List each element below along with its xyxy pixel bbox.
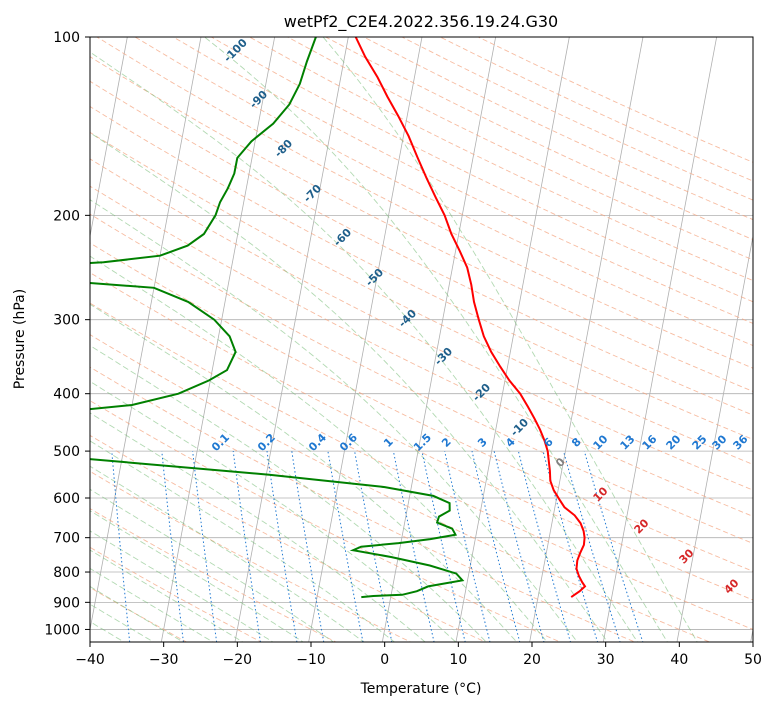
moist-adiabat-line — [90, 488, 335, 642]
y-tick-label: 400 — [53, 387, 80, 403]
moist-adiabat-lines — [90, 37, 698, 642]
y-tick-label: 100 — [53, 30, 80, 46]
isotherm-line — [602, 37, 718, 642]
dry-adiabat-line — [90, 185, 753, 517]
isotherm-line — [676, 234, 753, 642]
isotherm-line — [90, 37, 128, 239]
x-tick-label: −10 — [296, 652, 326, 668]
dry-adiabat-line — [90, 272, 753, 601]
isotherm-line — [381, 37, 497, 642]
temperature-profile-line — [354, 37, 587, 598]
isobar-gridlines — [90, 37, 753, 630]
dry-adiabat-line — [90, 158, 753, 491]
x-tick-label: 50 — [744, 652, 762, 668]
isotherm-lines — [90, 37, 753, 642]
mixing-ratio-line — [392, 451, 435, 642]
isotherm-line — [234, 37, 349, 642]
moist-adiabat-line — [90, 549, 244, 642]
dry-adiabat-line — [90, 131, 753, 465]
sounding-profiles — [90, 37, 587, 599]
mixing-ratio-line — [471, 450, 521, 642]
isotherm-line — [529, 37, 644, 642]
plot-frame — [89, 36, 754, 643]
x-axis-ticks: −40 −30 −20 −10 0 10 20 30 40 50 — [75, 642, 762, 668]
chart-title: wetPf2_C2E4.2022.356.19.24.G30 — [284, 12, 558, 32]
x-tick-label: −40 — [75, 652, 105, 668]
mixing-ratio-line — [161, 451, 184, 642]
dry-adiabat-line — [90, 434, 487, 642]
y-tick-label: 1000 — [44, 622, 80, 638]
moist-adiabat-line — [90, 603, 155, 642]
moist-adiabat-line — [90, 344, 487, 642]
moist-adiabat-line — [90, 199, 578, 642]
y-axis-ticks: 100 200 300 400 500 600 700 800 900 1000 — [44, 30, 90, 638]
dry-adiabat-line — [90, 470, 412, 642]
y-tick-label: 200 — [53, 208, 80, 224]
isotherm-line — [160, 37, 276, 642]
moist-adiabat-line — [90, 255, 548, 642]
isotherm-line — [90, 37, 202, 632]
mixing-ratio-line — [517, 450, 571, 642]
x-tick-label: −30 — [149, 652, 179, 668]
dry-adiabat-line — [134, 37, 753, 347]
moist-adiabat-line — [90, 465, 365, 642]
mixing-ratio-line — [327, 451, 364, 642]
y-tick-label: 800 — [53, 565, 80, 581]
mixing-ratio-line — [232, 451, 261, 642]
dry-adiabat-line — [96, 37, 753, 369]
x-tick-label: −20 — [223, 652, 253, 668]
mixing-ratio-line — [444, 450, 491, 642]
moist-adiabat-line — [90, 412, 426, 642]
x-tick-label: 20 — [523, 652, 541, 668]
y-tick-label: 300 — [53, 313, 80, 329]
mixing-ratio-line — [493, 450, 545, 642]
y-tick-label: 600 — [53, 491, 80, 507]
isotherm-line — [455, 37, 570, 642]
y-tick-label: 700 — [53, 531, 80, 547]
dry-adiabat-line — [90, 366, 636, 642]
dry-adiabat-line — [90, 56, 753, 392]
moist-adiabat-line — [322, 37, 698, 642]
mixing-ratio-line — [111, 451, 131, 642]
x-tick-label: 40 — [670, 652, 688, 668]
y-tick-label: 500 — [53, 444, 80, 460]
x-axis-label: Temperature (°C) — [360, 681, 482, 697]
mixing-ratio-line — [354, 451, 393, 642]
moist-adiabat-line — [90, 132, 608, 642]
y-axis-label: Pressure (hPa) — [12, 289, 28, 389]
moist-adiabat-line — [90, 51, 639, 642]
dry-adiabat-line — [90, 546, 263, 642]
moist-adiabat-line — [90, 585, 185, 642]
moist-adiabat-line — [90, 510, 304, 642]
y-tick-label: 900 — [53, 595, 80, 611]
mixing-ratio-line — [291, 451, 325, 642]
dry-adiabat-line — [90, 105, 753, 440]
mixing-ratio-line — [266, 451, 298, 642]
moist-adiabat-line — [90, 567, 214, 642]
moist-adiabat-line — [90, 303, 518, 642]
isotherm-line — [308, 37, 423, 642]
dry-adiabat-line — [90, 302, 753, 630]
x-tick-label: 0 — [380, 652, 389, 668]
x-tick-label: 30 — [597, 652, 615, 668]
mixing-ratio-lines — [111, 450, 644, 642]
dewpoint-profile-line — [90, 37, 465, 599]
moist-adiabat-line — [90, 440, 396, 642]
x-tick-label: 10 — [449, 652, 467, 668]
moist-adiabat-line — [204, 37, 668, 642]
dry-adiabat-line — [90, 213, 753, 544]
mixing-ratio-line — [192, 451, 218, 642]
